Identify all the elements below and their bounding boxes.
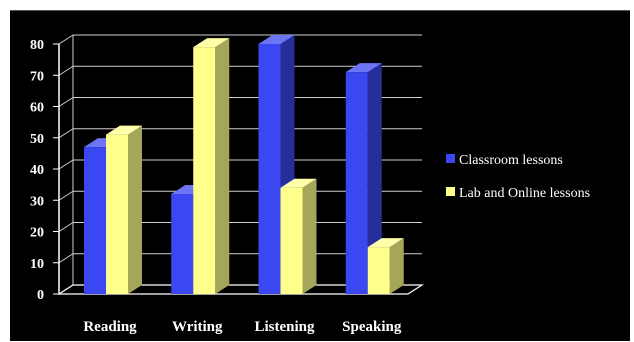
bar-front	[106, 134, 128, 294]
bar-side	[389, 238, 404, 294]
gridline-depth	[58, 159, 74, 170]
y-tick-label: 0	[37, 288, 44, 303]
x-category-label: Speaking	[342, 319, 402, 335]
bar-side	[128, 125, 142, 294]
y-tick-label: 10	[30, 257, 44, 272]
chart-frame: 0 10 20 30 40 50 60 70 80 Reading Writing Listening…	[10, 10, 630, 341]
bar	[193, 38, 230, 294]
bar-top	[193, 38, 230, 48]
x-category-label: Writing	[172, 319, 223, 335]
bar-front	[345, 72, 368, 294]
bar-top	[367, 238, 404, 248]
bar-chart: 0 10 20 30 40 50 60 70 80 Reading Writing Listening…	[30, 34, 590, 335]
bar	[345, 63, 382, 294]
bar-top	[106, 125, 142, 135]
x-category-label: Listening	[254, 319, 315, 335]
bar-front	[280, 187, 303, 294]
gridline-depth	[58, 34, 74, 45]
y-tick-label: 30	[30, 194, 44, 209]
bar-side	[302, 178, 317, 294]
bar-front	[367, 247, 390, 294]
y-tick-label: 80	[30, 38, 44, 53]
x-category-label: Reading	[83, 319, 137, 335]
y-tick-label: 50	[30, 132, 44, 147]
bar-top	[258, 35, 295, 44]
bar-front	[171, 194, 194, 294]
bars	[84, 35, 404, 294]
bar-top	[280, 178, 317, 188]
bar	[367, 238, 404, 294]
bar-front	[84, 147, 106, 294]
legend-label: Lab and Online lessons	[459, 186, 590, 201]
gridline-depth	[58, 65, 74, 76]
y-tick-label: 40	[30, 163, 44, 178]
legend-label: Classroom lessons	[459, 153, 563, 168]
gridline-depth	[58, 222, 74, 232]
bar	[280, 178, 317, 294]
bar-front	[258, 44, 281, 294]
bar-side	[367, 63, 382, 294]
y-tick-label: 20	[30, 226, 44, 241]
bar-front	[193, 47, 216, 294]
y-tick-label: 60	[30, 101, 44, 116]
gridline-depth	[58, 253, 74, 264]
legend: Classroom lessons Lab and Online lessons	[446, 153, 590, 201]
bar	[106, 125, 142, 294]
bar-top	[345, 63, 382, 73]
legend-swatch	[446, 187, 455, 196]
gridline-depth	[58, 190, 74, 201]
y-tick-label: 70	[30, 69, 44, 84]
gridline-depth	[58, 128, 74, 139]
legend-swatch	[446, 154, 455, 163]
bar-side	[215, 38, 230, 294]
gridline-depth	[58, 97, 74, 107]
